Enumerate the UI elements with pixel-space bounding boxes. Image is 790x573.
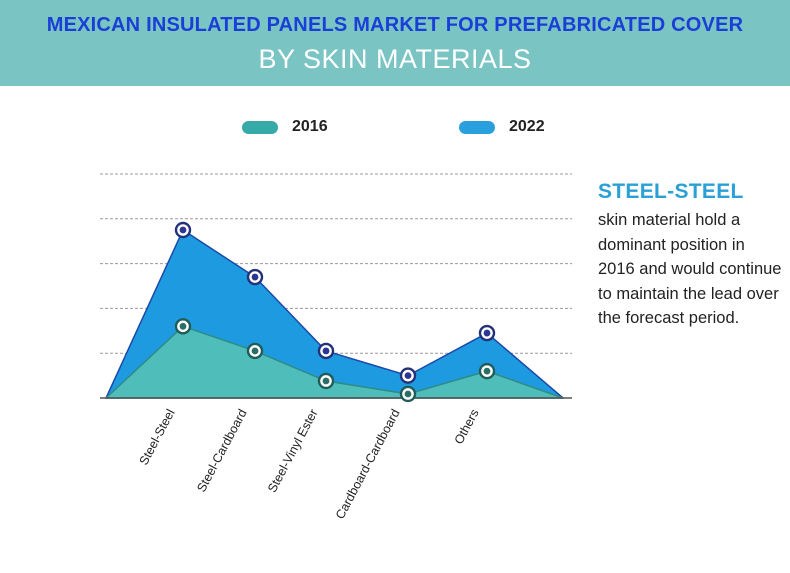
point-dot-2016-4 bbox=[483, 367, 491, 375]
point-dot-2022-2 bbox=[322, 347, 330, 355]
point-dot-2016-2 bbox=[322, 377, 330, 385]
title-banner bbox=[0, 0, 790, 86]
point-dot-2022-3 bbox=[404, 372, 412, 379]
x-tick-label: Cardboard-Cardboard bbox=[333, 407, 403, 522]
note-heading: STEEL-STEEL bbox=[598, 180, 744, 203]
point-dot-2016-0 bbox=[179, 322, 187, 330]
point-dot-2022-1 bbox=[251, 273, 259, 281]
point-dot-2016-3 bbox=[404, 390, 412, 398]
legend-swatch-2016 bbox=[242, 121, 278, 134]
legend-label-2016: 2016 bbox=[292, 118, 328, 135]
legend-swatch-2022 bbox=[459, 121, 495, 134]
legend-label-2022: 2022 bbox=[509, 118, 545, 135]
x-tick-label: Steel-Cardboard bbox=[194, 407, 249, 495]
note-body: skin material hold a dominant position i… bbox=[598, 211, 782, 327]
chart-subtitle: BY SKIN MATERIALS bbox=[258, 44, 532, 74]
point-dot-2016-1 bbox=[251, 347, 259, 355]
area-series-2016 bbox=[105, 325, 564, 399]
chart-title: MEXICAN INSULATED PANELS MARKET FOR PREF… bbox=[46, 14, 744, 36]
x-tick-label: Steel-Steel bbox=[137, 407, 178, 468]
x-tick-label: Steel-Vinyl Ester bbox=[265, 407, 321, 495]
point-dot-2022-0 bbox=[179, 226, 187, 234]
x-tick-label: Others bbox=[452, 407, 482, 447]
point-dot-2022-4 bbox=[483, 329, 491, 337]
